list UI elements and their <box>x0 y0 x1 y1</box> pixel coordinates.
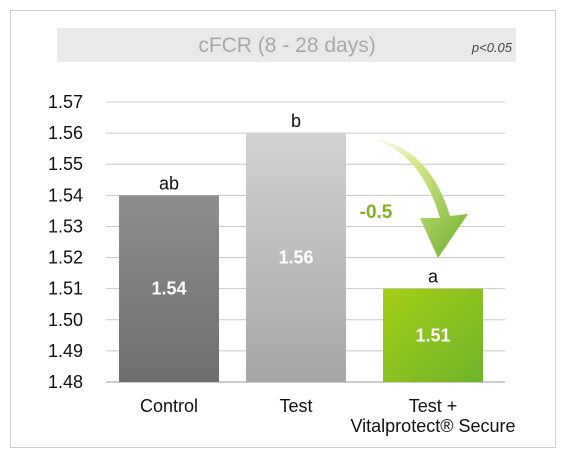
y-tick-label: 1.53 <box>48 216 83 236</box>
bar-value-label: 1.51 <box>415 325 450 345</box>
x-category-label: Test + <box>409 396 458 416</box>
significance-note: p<0.05 <box>471 40 513 55</box>
x-category-label: Control <box>140 396 198 416</box>
significance-letter: a <box>428 267 439 287</box>
significance-letter: b <box>291 111 301 131</box>
bar-value-label: 1.54 <box>151 279 186 299</box>
bar-value-label: 1.56 <box>278 248 313 268</box>
bar-test <box>383 288 483 382</box>
y-axis-ticks: 1.57 1.56 1.55 1.54 1.53 1.52 1.51 1.50 1.49 1.48 <box>48 92 83 392</box>
decrease-arrow-icon <box>368 138 468 258</box>
delta-annotation: -0.5 <box>360 202 393 223</box>
y-tick-label: 1.51 <box>48 279 83 299</box>
x-category-label: Test <box>279 396 312 416</box>
chart-title: cFCR (8 - 28 days) <box>198 34 375 57</box>
y-tick-label: 1.54 <box>48 185 83 205</box>
y-tick-label: 1.50 <box>48 310 83 330</box>
y-tick-label: 1.57 <box>48 92 83 112</box>
y-tick-label: 1.52 <box>48 248 83 268</box>
title-band <box>57 28 516 62</box>
y-tick-label: 1.56 <box>48 123 83 143</box>
bar-control <box>119 195 219 382</box>
y-tick-label: 1.48 <box>48 372 83 392</box>
x-category-label: Vitalprotect® Secure <box>350 416 515 436</box>
labels: 1.54 ab Control 1.56 b Test 1.51 a Test +Vitalpr… <box>140 111 516 436</box>
y-tick-label: 1.49 <box>48 341 83 361</box>
y-tick-label: 1.55 <box>48 154 83 174</box>
bar-test <box>246 133 346 382</box>
bars <box>119 133 483 382</box>
significance-letter: ab <box>159 173 179 193</box>
